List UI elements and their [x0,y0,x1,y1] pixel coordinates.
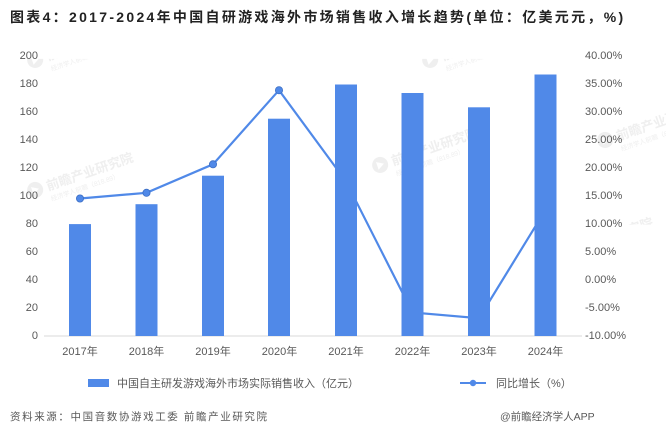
svg-text:0.00%: 0.00% [585,274,616,286]
svg-text:@前瞻经济学人APP: @前瞻经济学人APP [500,410,595,423]
svg-text:180: 180 [20,78,38,90]
svg-text:30.00%: 30.00% [585,106,623,118]
svg-text:2023年: 2023年 [461,344,496,358]
svg-text:-5.00%: -5.00% [585,302,620,314]
svg-text:2018年: 2018年 [129,344,164,358]
svg-text:40.00%: 40.00% [585,50,623,62]
svg-text:10.00%: 10.00% [585,218,623,230]
svg-text:2024年: 2024年 [528,344,563,358]
svg-text:0: 0 [32,330,38,342]
svg-text:140: 140 [20,134,38,146]
svg-text:35.00%: 35.00% [585,78,623,90]
svg-text:200: 200 [20,50,38,62]
svg-text:15.00%: 15.00% [585,190,623,202]
svg-text:2022年: 2022年 [395,344,430,358]
svg-text:160: 160 [20,106,38,118]
svg-text:25.00%: 25.00% [585,134,623,146]
svg-text:40: 40 [26,274,38,286]
svg-text:资料来源：中国音数协游戏工委 前瞻产业研究院: 资料来源：中国音数协游戏工委 前瞻产业研究院 [10,410,269,423]
svg-text:60: 60 [26,246,38,258]
svg-text:2021年: 2021年 [328,344,363,358]
svg-text:20: 20 [26,302,38,314]
svg-text:同比增长（%）: 同比增长（%） [496,376,572,390]
svg-text:2019年: 2019年 [195,344,230,358]
svg-text:120: 120 [20,162,38,174]
svg-text:2017年: 2017年 [62,344,97,358]
svg-text:-10.00%: -10.00% [585,330,626,342]
svg-text:20.00%: 20.00% [585,162,623,174]
svg-text:中国自主研发游戏海外市场实际销售收入（亿元）: 中国自主研发游戏海外市场实际销售收入（亿元） [117,376,359,390]
svg-text:2020年: 2020年 [262,344,297,358]
svg-text:100: 100 [20,190,38,202]
svg-text:80: 80 [26,218,38,230]
svg-text:5.00%: 5.00% [585,246,616,258]
